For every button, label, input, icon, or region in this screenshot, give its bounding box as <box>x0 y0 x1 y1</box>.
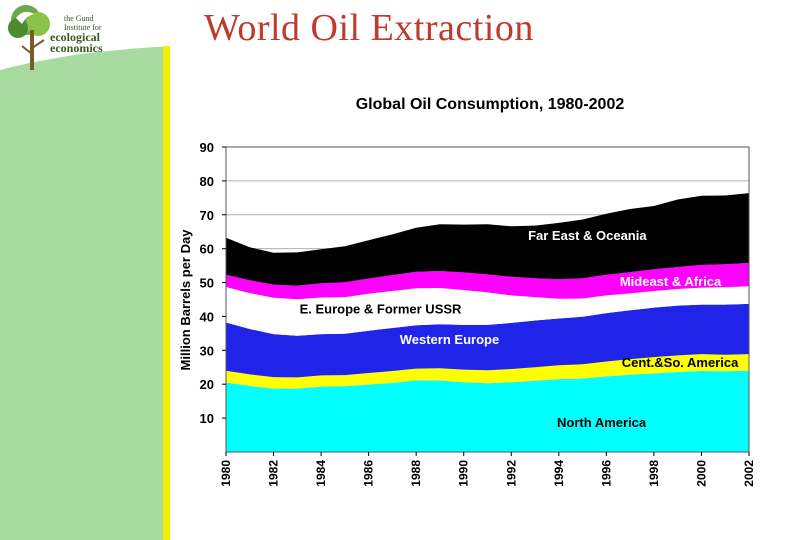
area-far-east-oceania <box>226 193 749 286</box>
y-tick-label: 50 <box>200 276 214 291</box>
x-tick-label: 1994 <box>552 460 566 487</box>
x-tick-label: 1980 <box>219 460 233 487</box>
area-cent-so-america <box>226 354 749 389</box>
x-tick-label: 1990 <box>457 460 471 487</box>
x-tick-label: 2000 <box>694 460 708 487</box>
x-tick-label: 1992 <box>504 460 518 487</box>
gund-institute-logo: the Gund Institute for ecological econom… <box>4 2 120 74</box>
header-curve <box>0 46 175 70</box>
series-label: E. Europe & Former USSR <box>300 302 462 317</box>
y-tick-label: 40 <box>200 309 214 324</box>
area-north-america <box>226 370 749 452</box>
y-tick-label: 60 <box>200 242 214 257</box>
series-label: Far East & Oceania <box>528 228 647 243</box>
series-label: Western Europe <box>400 332 499 347</box>
x-tick-label: 1996 <box>599 460 613 487</box>
y-tick-label: 30 <box>200 343 214 358</box>
y-tick-label: 80 <box>200 174 214 189</box>
logo-tagline: the Gund Institute for <box>64 14 102 32</box>
y-tick-label: 90 <box>200 140 214 155</box>
y-tick-label: 20 <box>200 377 214 392</box>
area-e-europe-former-ussr <box>226 286 749 336</box>
y-tick-label: 70 <box>200 208 214 223</box>
x-tick-label: 1984 <box>314 460 328 487</box>
y-axis-label: Million Barrels per Day <box>178 229 193 371</box>
slide-title: World Oil Extraction <box>204 7 534 49</box>
chart-title: Global Oil Consumption, 1980-2002 <box>356 96 625 113</box>
plot-frame <box>225 146 750 453</box>
oil-consumption-chart: Global Oil Consumption, 1980-2002 Millio… <box>178 96 756 487</box>
x-tick-label: 1986 <box>362 460 376 487</box>
series-label: Mideast & Africa <box>620 274 722 289</box>
logo-name: ecological economics <box>50 30 103 55</box>
x-tick-label: 1982 <box>267 460 281 487</box>
x-tick-label: 1998 <box>647 460 661 487</box>
series-label: Cent.&So. America <box>622 355 739 370</box>
area-western-europe <box>226 303 749 378</box>
y-tick-label: 10 <box>200 411 214 426</box>
slide-header-band <box>0 0 810 46</box>
tree-logo-icon <box>8 5 50 70</box>
area-mideast-africa <box>226 262 749 300</box>
x-tick-label: 1988 <box>409 460 423 487</box>
series-label: North America <box>557 415 647 430</box>
x-tick-label: 2002 <box>742 460 756 487</box>
accent-stripe <box>163 46 170 540</box>
